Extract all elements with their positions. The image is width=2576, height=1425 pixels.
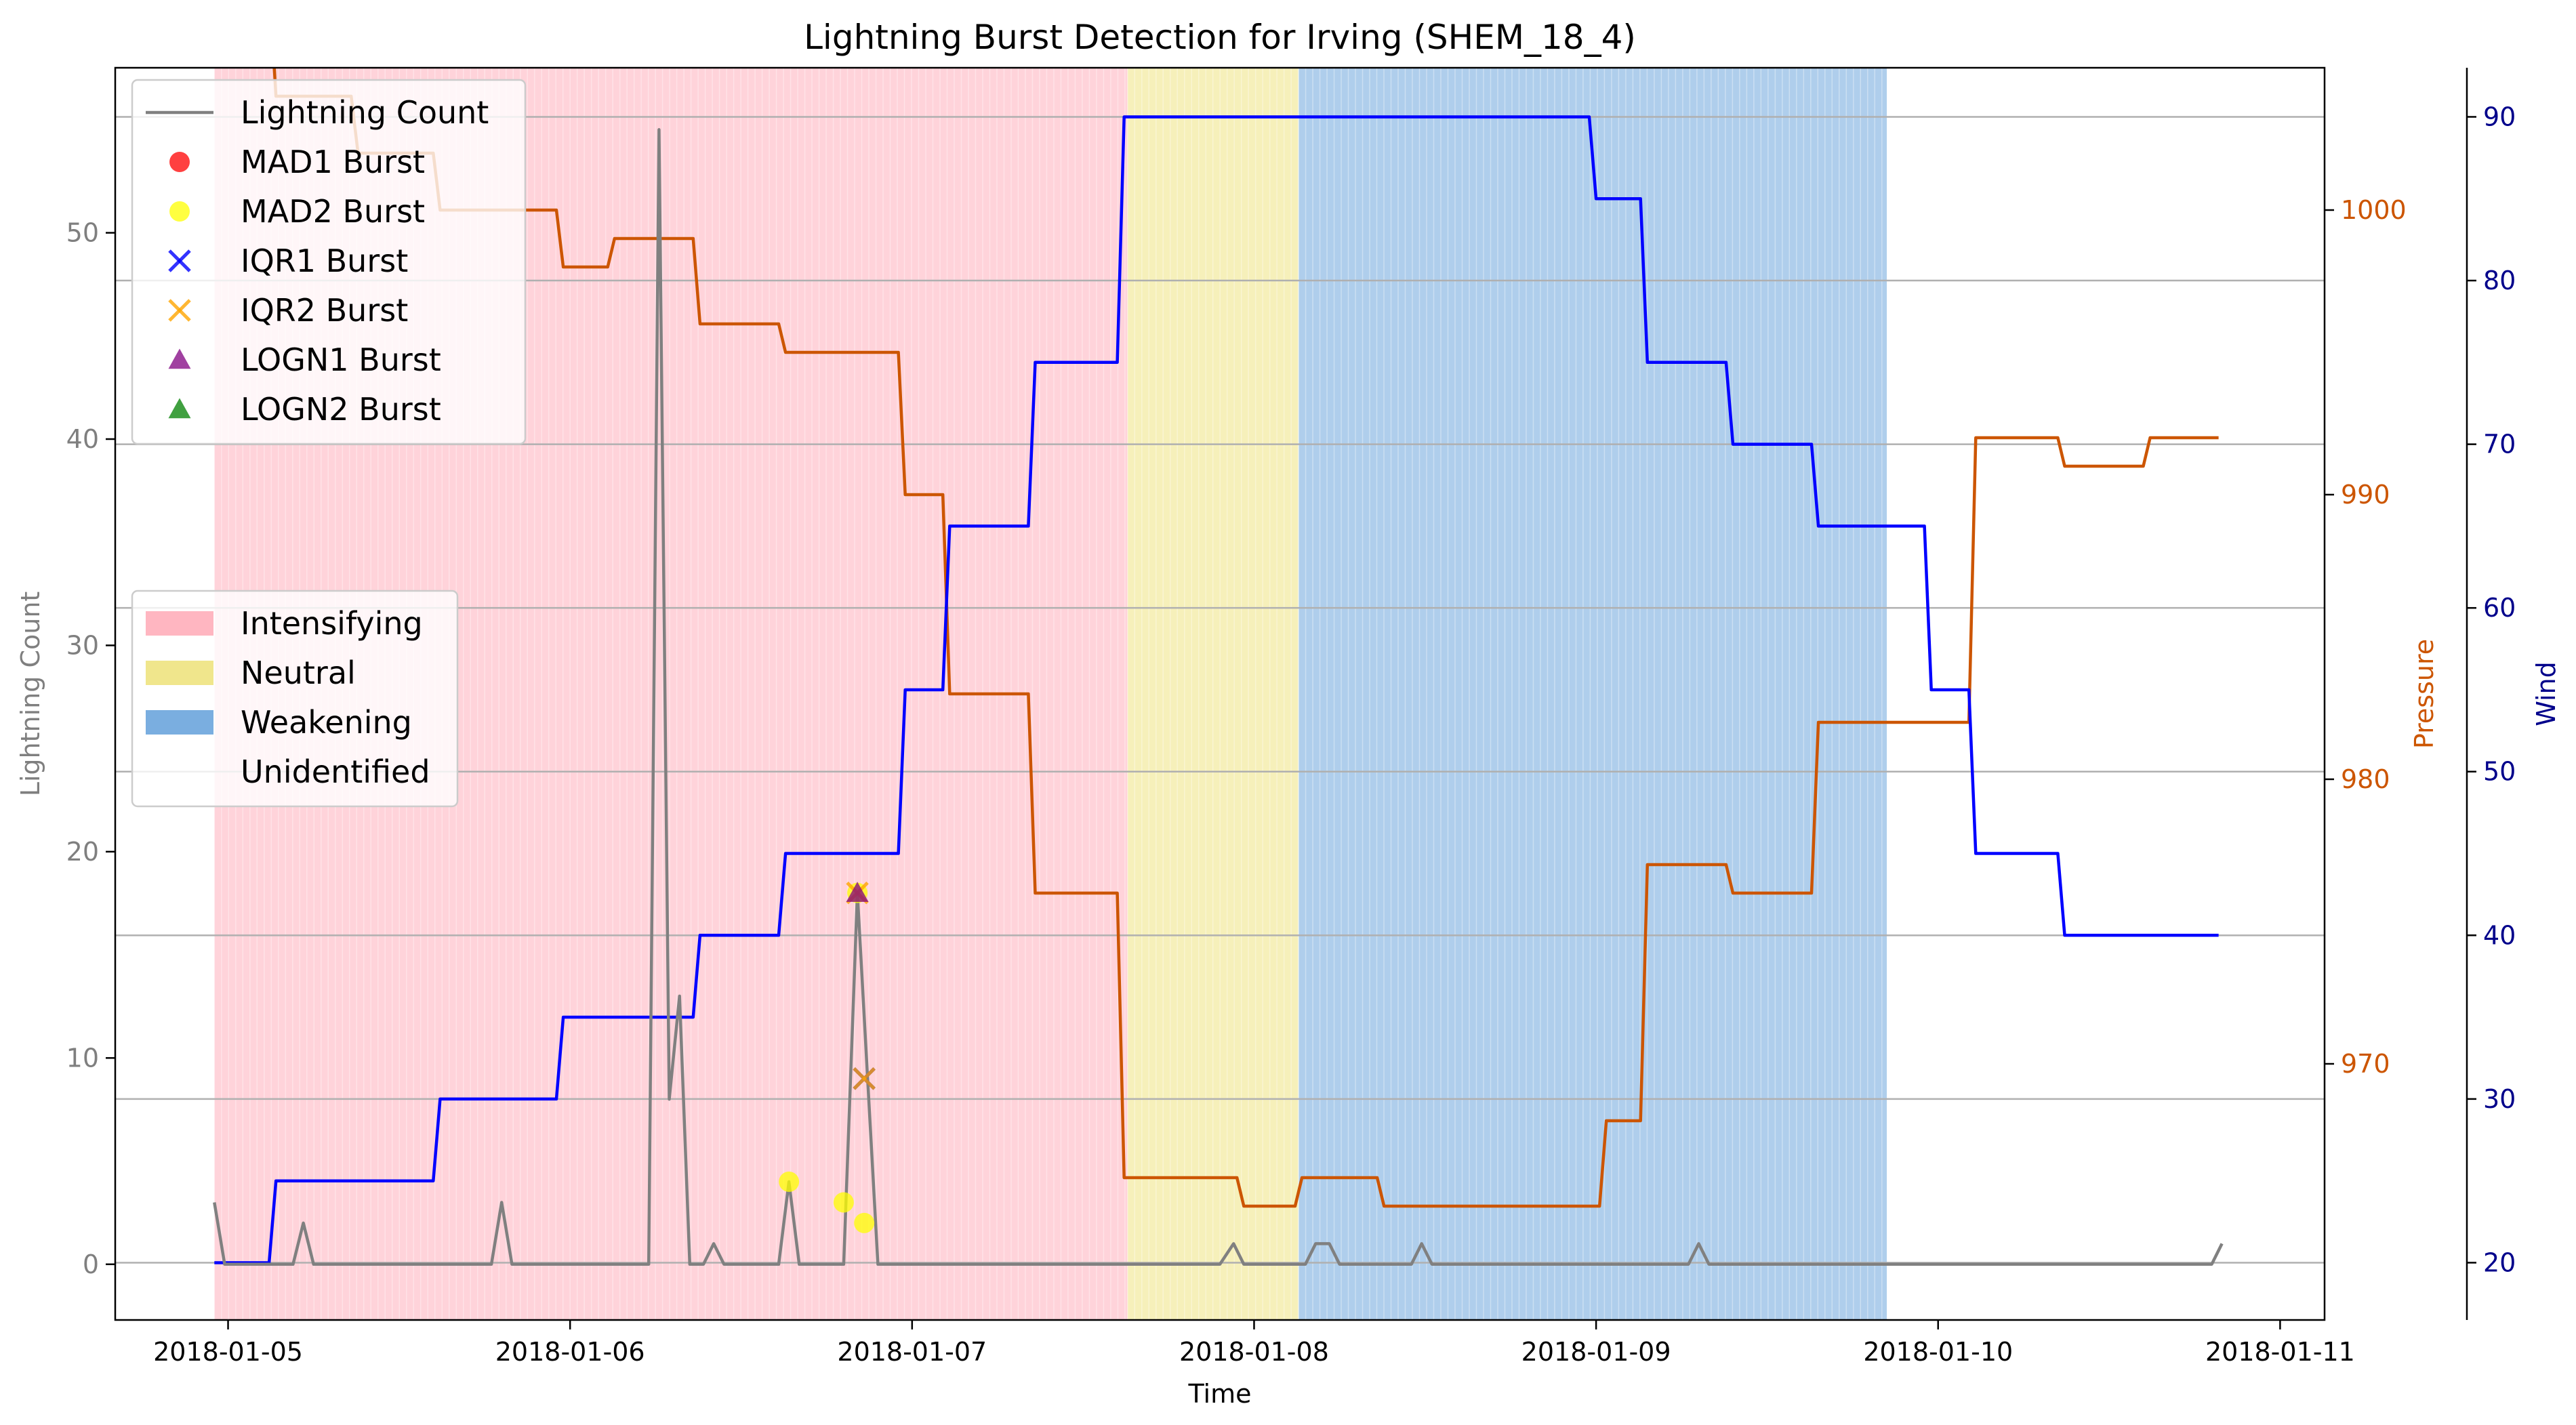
legend-label-mad2-burst: MAD2 Burst	[241, 193, 425, 230]
legend-handle-logn1-burst	[168, 348, 191, 369]
legend-series: Lightning Count MAD1 Burst MAD2 Burst IQR1 …	[131, 79, 527, 445]
legend-label-unidentified: Unidentified	[241, 753, 430, 790]
pressure-tick-label-2: 990	[2341, 480, 2390, 510]
legend-regions: Intensifying Neutral Weakening Unidentified	[131, 590, 459, 808]
axes-layer: 2018-01-05 2018-01-06 2018-01-07 2018-01-08…	[16, 66, 2561, 1367]
wind-tick-label-0: 20	[2483, 1247, 2516, 1277]
legend-label-neutral: Neutral	[241, 655, 356, 691]
legend-handle-mad1-burst	[169, 152, 190, 172]
region-weakening	[1299, 68, 1887, 1320]
pressure-tick-label-3: 1000	[2341, 195, 2407, 225]
markers-layer	[779, 882, 876, 1233]
legend-swatch-intensifying	[146, 611, 213, 636]
wind-tick-label-3: 50	[2483, 757, 2516, 787]
legend-label-intensifying: Intensifying	[241, 605, 423, 642]
series-lightning-count-line	[213, 128, 2224, 1266]
series-layer	[213, 68, 2224, 1266]
legend-regions-box	[131, 590, 459, 808]
left-tick-label-4: 40	[66, 424, 99, 454]
x-tick-label-2: 2018-01-07	[837, 1337, 987, 1367]
wind-tick-label-2: 40	[2483, 920, 2516, 950]
series-wind-line	[214, 115, 2219, 1264]
legend-label-logn1-burst: LOGN1 Burst	[241, 342, 441, 378]
mad2-burst-point-1	[833, 1192, 854, 1213]
wind-tick-label-1: 30	[2483, 1084, 2516, 1114]
legend-label-logn2-burst: LOGN2 Burst	[241, 391, 441, 428]
legend-handle-iqr2-burst	[168, 299, 191, 322]
legend-label-mad1-burst: MAD1 Burst	[241, 144, 425, 180]
left-tick-label-2: 20	[66, 837, 99, 867]
mad2-burst-point-0	[779, 1172, 800, 1193]
left-tick-label-3: 30	[66, 630, 99, 660]
left-axis-label: Lightning Count	[16, 592, 45, 797]
wind-tick-label-5: 70	[2483, 430, 2516, 459]
x-axis-label: Time	[1188, 1379, 1252, 1409]
series-pressure-line	[272, 68, 2219, 1208]
wind-tick-label-7: 90	[2483, 102, 2516, 131]
legend-handle-iqr1-burst	[168, 249, 191, 272]
wind-tick-label-4: 60	[2483, 593, 2516, 623]
mad2-burst-point-3	[854, 1212, 875, 1233]
x-tick-label-3: 2018-01-08	[1179, 1337, 1329, 1367]
x-tick-label-4: 2018-01-09	[1521, 1337, 1671, 1367]
legend-label-lightning-count: Lightning Count	[241, 94, 489, 131]
legend-label-weakening: Weakening	[241, 704, 412, 741]
chart-title: Lightning Burst Detection for Irving (SH…	[804, 18, 1636, 57]
region-neutral	[1127, 68, 1299, 1320]
legend-swatch-unidentified	[146, 760, 213, 784]
left-tick-label-5: 50	[66, 218, 99, 248]
legend-label-iqr1-burst: IQR1 Burst	[241, 243, 408, 279]
iqr2-burst-point-1	[853, 1067, 876, 1090]
x-tick-label-6: 2018-01-11	[2205, 1337, 2355, 1367]
pressure-tick-label-0: 970	[2341, 1049, 2390, 1079]
legend-handle-logn2-burst	[168, 398, 191, 419]
plot-frame	[114, 66, 2326, 1321]
legend-handle-mad2-burst	[169, 201, 190, 222]
wind-axis-label: Wind	[2531, 661, 2561, 726]
pressure-tick-label-1: 980	[2341, 764, 2390, 794]
legend-swatch-weakening	[146, 710, 213, 735]
legend-series-box	[131, 79, 527, 445]
left-tick-label-0: 0	[83, 1250, 99, 1279]
pressure-axis-label: Pressure	[2409, 639, 2439, 749]
x-tick-label-0: 2018-01-05	[153, 1337, 303, 1367]
x-tick-label-5: 2018-01-10	[1863, 1337, 2013, 1367]
legend-label-iqr2-burst: IQR2 Burst	[241, 292, 408, 329]
legend-swatch-neutral	[146, 661, 213, 685]
left-tick-label-1: 10	[66, 1043, 99, 1073]
logn1-burst-point-0	[846, 882, 869, 902]
wind-tick-label-6: 80	[2483, 266, 2516, 295]
x-tick-label-1: 2018-01-06	[495, 1337, 645, 1367]
